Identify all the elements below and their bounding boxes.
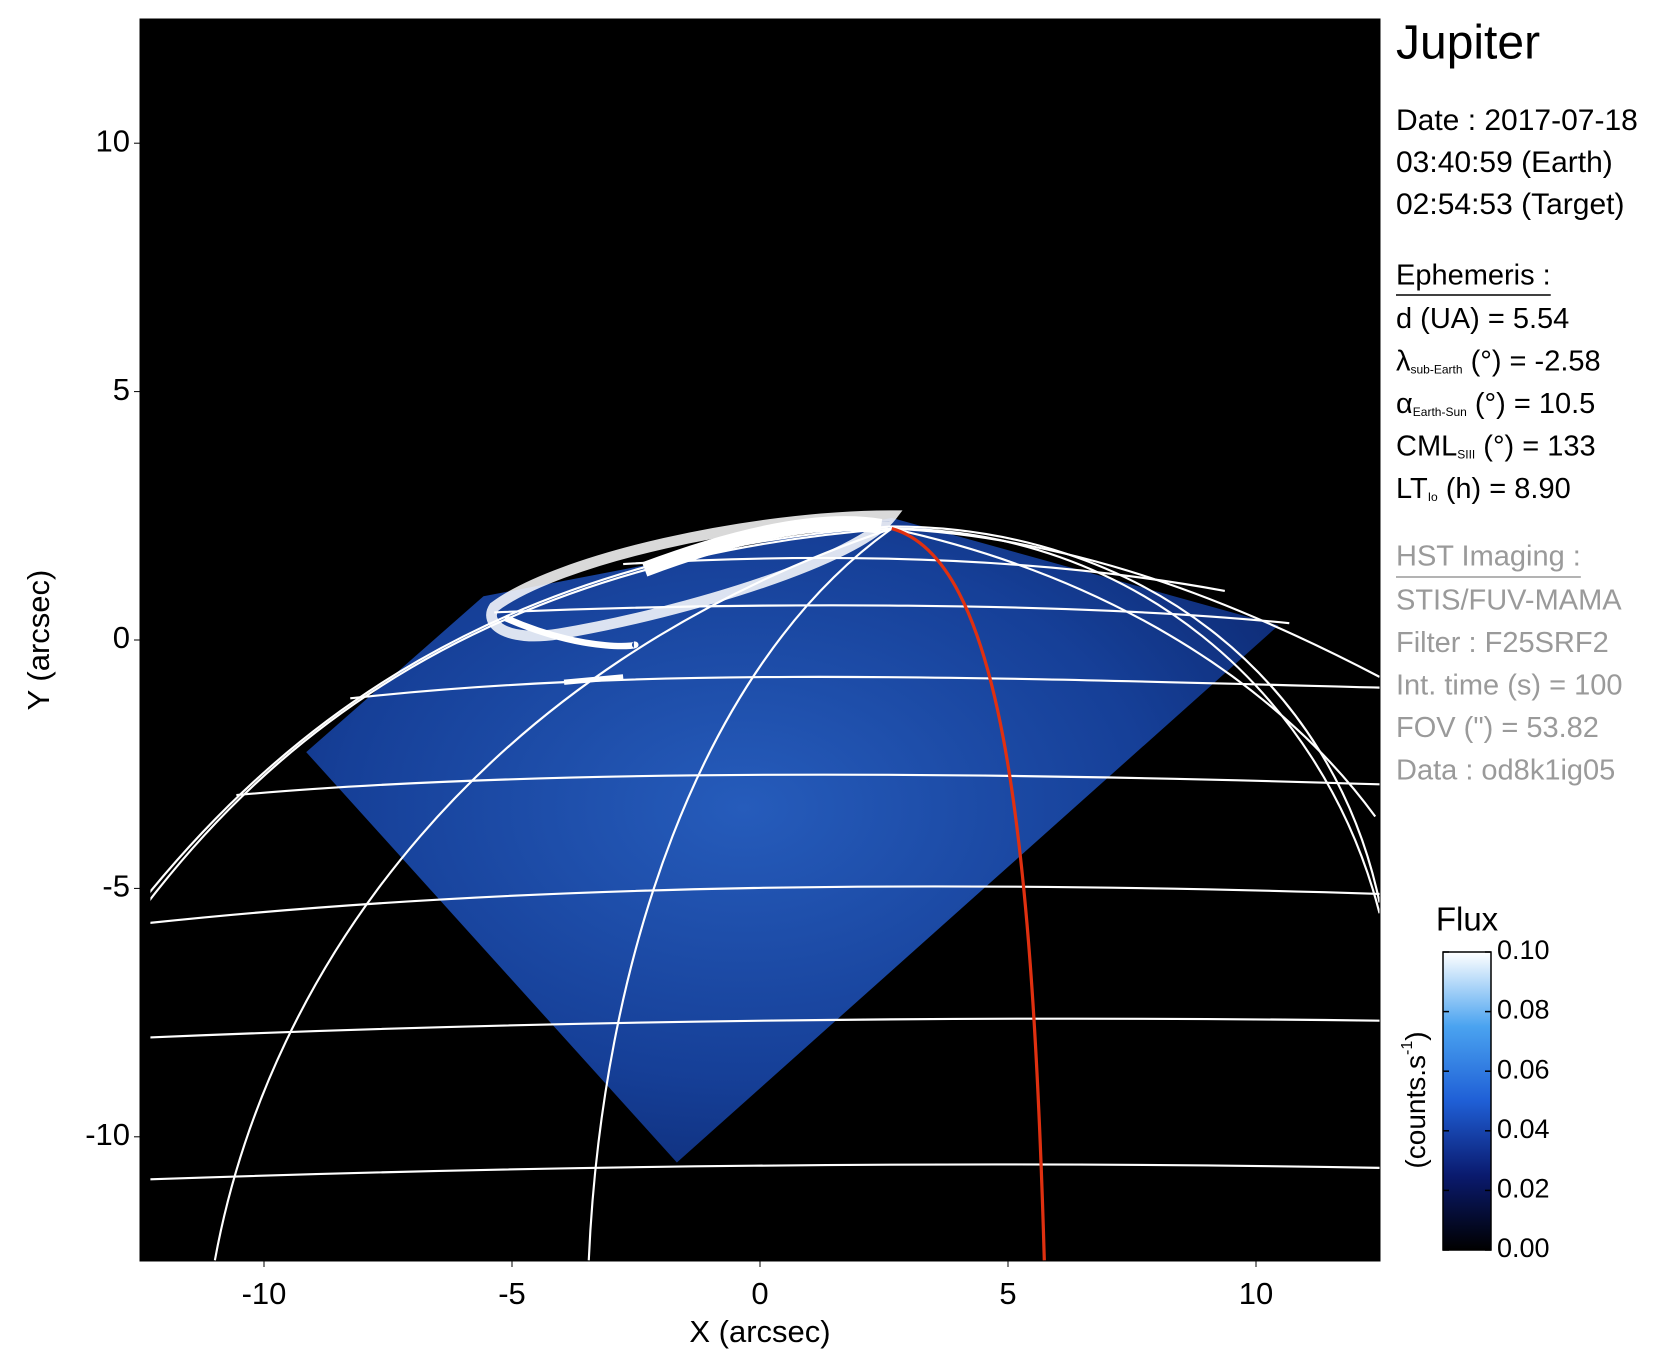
- ephemeris-line: d (UA) = 5.54: [1396, 303, 1569, 335]
- ephemeris-text: d (UA) = 5.54: [1396, 303, 1569, 335]
- colorbar-label: (counts.s-1): [1399, 1031, 1431, 1168]
- coordinate-grid: [150, 525, 1381, 1261]
- colorbar-label-text: (counts.s: [1400, 1055, 1431, 1169]
- date-line: 02:54:53 (Target): [1396, 188, 1624, 221]
- date-line: Date : 2017-07-18: [1396, 104, 1638, 137]
- x-tick-label: 10: [1239, 1276, 1273, 1311]
- colorbar-label-end: ): [1400, 1031, 1431, 1040]
- ephemeris-line: CMLSIII (°) = 133: [1396, 430, 1596, 462]
- colorbar-label-sup: -1: [1399, 1041, 1416, 1055]
- ephemeris-heading: Ephemeris :: [1396, 260, 1551, 292]
- ephemeris-rest: (°) = 10.5: [1467, 388, 1595, 420]
- date-line: 03:40:59 (Earth): [1396, 146, 1613, 179]
- colorbar-tick-label: 0.08: [1497, 995, 1550, 1025]
- y-tick-label: 5: [113, 372, 130, 407]
- x-tick-label: -10: [242, 1276, 287, 1311]
- ephemeris-text: λ: [1396, 345, 1411, 377]
- central-meridian: [891, 527, 1046, 1261]
- x-tick-label: 0: [751, 1276, 768, 1311]
- colorbar-tick-label: 0.10: [1497, 935, 1550, 965]
- colorbar: [1442, 951, 1492, 1251]
- y-tick-label: -5: [102, 869, 130, 904]
- imaging-heading: HST Imaging :: [1396, 541, 1581, 573]
- x-tick-label: 5: [999, 1276, 1016, 1311]
- ephemeris-subscript: sub-Earth: [1411, 363, 1463, 377]
- x-axis-label: X (arcsec): [689, 1314, 830, 1349]
- imaging-line: Data : od8k1ig05: [1396, 755, 1615, 787]
- imaging-line: Int. time (s) = 100: [1396, 670, 1622, 702]
- ephemeris-text: CML: [1396, 430, 1457, 462]
- colorbar-tick-label: 0.00: [1497, 1233, 1550, 1263]
- ephemeris-line: LTIo (h) = 8.90: [1396, 473, 1571, 505]
- colorbar-title: Flux: [1436, 901, 1499, 938]
- y-axis-label: Y (arcsec): [21, 570, 56, 711]
- ephemeris-rest: (°) = 133: [1475, 430, 1595, 462]
- ephemeris-text: α: [1396, 388, 1413, 420]
- observation-image: [150, 510, 1381, 1261]
- ephemeris-line: αEarth-Sun (°) = 10.5: [1396, 388, 1595, 420]
- colorbar-tick-label: 0.04: [1497, 1114, 1550, 1144]
- colorbar-tick-label: 0.06: [1497, 1054, 1550, 1084]
- ephemeris-line: λsub-Earth (°) = -2.58: [1396, 345, 1601, 377]
- ephemeris-rest: (h) = 8.90: [1438, 473, 1571, 505]
- x-tick-label: -5: [498, 1276, 526, 1311]
- title: Jupiter: [1396, 17, 1540, 70]
- ephemeris-rest: (°) = -2.58: [1463, 345, 1601, 377]
- y-tick-label: 10: [96, 123, 130, 158]
- ephemeris-subscript: Io: [1428, 490, 1438, 504]
- ephemeris-text: LT: [1396, 473, 1428, 505]
- y-tick-label: -10: [85, 1117, 130, 1152]
- y-tick-label: 0: [113, 620, 130, 655]
- ephemeris-subscript: Earth-Sun: [1413, 405, 1467, 419]
- imaging-line: STIS/FUV-MAMA: [1396, 585, 1622, 617]
- colorbar-tick-label: 0.02: [1497, 1174, 1550, 1204]
- imaging-line: FOV (") = 53.82: [1396, 712, 1599, 744]
- imaging-line: Filter : F25SRF2: [1396, 627, 1609, 659]
- ephemeris-subscript: SIII: [1457, 448, 1475, 462]
